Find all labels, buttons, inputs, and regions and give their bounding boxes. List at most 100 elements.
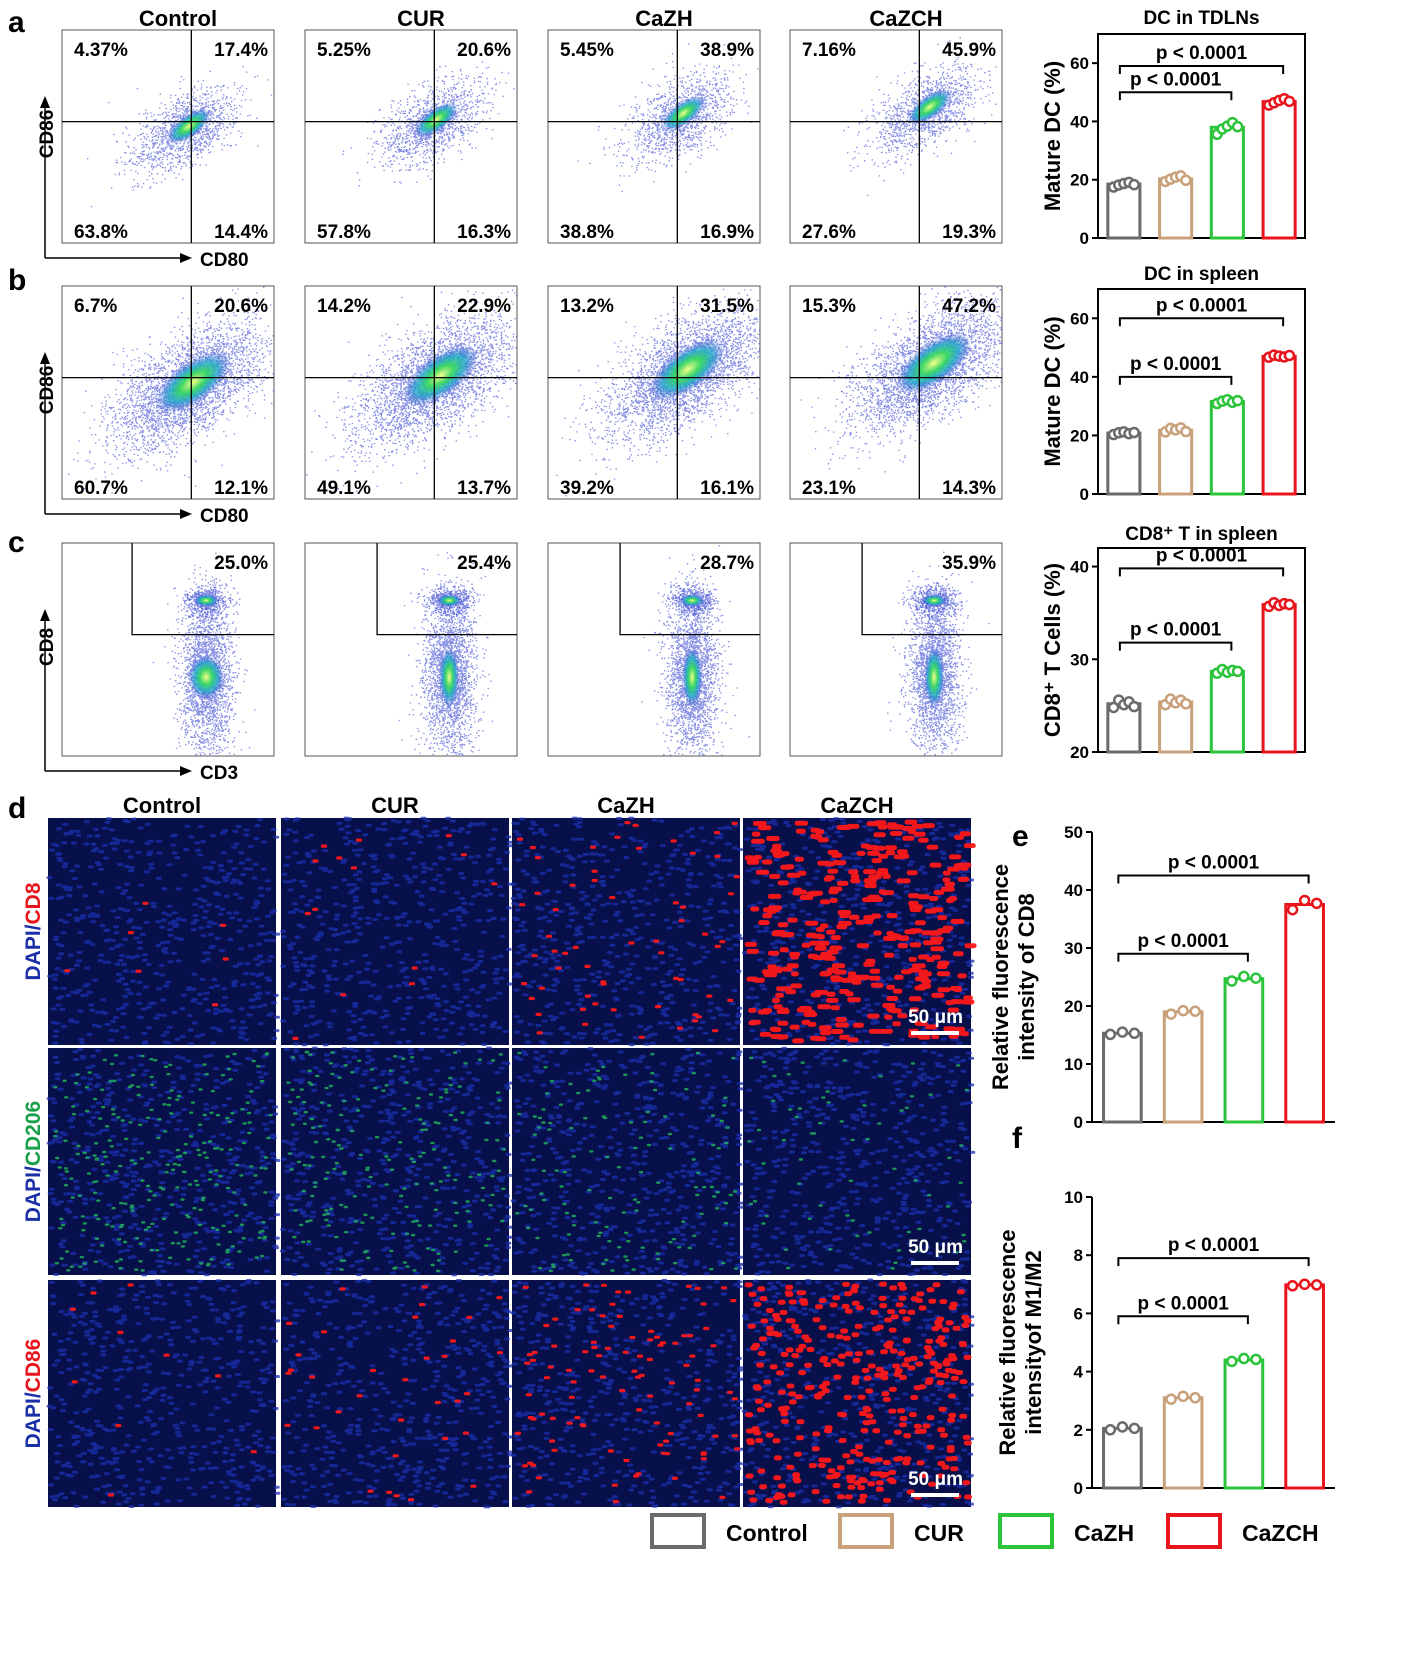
quadrant-upper-right: 20.6% xyxy=(457,40,511,61)
plot-frame xyxy=(789,285,1003,500)
stain-separator: / xyxy=(22,1392,45,1398)
significance-bracket xyxy=(1118,567,1285,577)
density-core-cd3 xyxy=(439,647,460,708)
quadrant-lower-right: 16.1% xyxy=(700,478,754,499)
bar-control xyxy=(1102,1426,1143,1490)
data-point xyxy=(1116,1026,1129,1038)
chart-title: CD8⁺ T in spleen xyxy=(1125,524,1278,545)
quadrant-upper-right: 45.9% xyxy=(942,40,996,61)
marker-signal xyxy=(516,821,741,1039)
chart-title: DC in TDLNs xyxy=(1143,8,1259,29)
dapi-nuclei xyxy=(510,1047,745,1276)
quadrant-lower-right: 12.1% xyxy=(214,478,268,499)
bar-cazh xyxy=(1209,399,1245,496)
p-value-label: p < 0.0001 xyxy=(1156,295,1248,316)
plot-frame xyxy=(547,29,761,244)
data-point xyxy=(1177,1390,1189,1403)
density-core-cd8 xyxy=(680,594,705,607)
flow-plot-b-cazch: 15.3% 47.2% 23.1% 14.3% xyxy=(789,285,1003,500)
bar-cazch xyxy=(1261,603,1297,754)
quadrant-upper-left: 5.25% xyxy=(317,40,371,61)
flow-plot-a-control: 4.37% 17.4% 63.8% 14.4% xyxy=(61,29,275,244)
data-point xyxy=(1310,897,1323,910)
data-point xyxy=(1128,178,1140,191)
density-core-cd3 xyxy=(188,655,225,700)
y-axis-title-line: Relative fluorescence xyxy=(995,1229,1020,1455)
flow-plot-c-cazch: 35.9% xyxy=(789,542,1003,757)
stain-separator: / xyxy=(22,924,45,930)
data-point xyxy=(1298,1278,1311,1291)
significance-bracket xyxy=(1118,375,1233,385)
quadrant-lower-left: 23.1% xyxy=(802,478,856,499)
quadrant-upper-right: 47.2% xyxy=(942,296,996,317)
marker-signal xyxy=(292,834,498,1040)
y-tick-label: 0 xyxy=(1080,485,1089,504)
data-point xyxy=(1180,174,1192,187)
scale-bar-label: 50 μm xyxy=(908,1237,963,1258)
density-core-cd3 xyxy=(682,647,703,708)
data-point xyxy=(1165,1008,1177,1020)
micro-image-cd86-cazch: 50 μm xyxy=(741,1278,975,1509)
data-point xyxy=(1128,1422,1141,1435)
flow-plot-a-cazh: 5.45% 38.9% 38.8% 16.9% xyxy=(547,29,761,244)
y-axis-arrowhead xyxy=(40,96,50,108)
y-tick-label: 30 xyxy=(1070,650,1089,669)
legend-swatch-cur xyxy=(838,1513,894,1549)
panel-letter-d: d xyxy=(8,792,26,825)
density-core xyxy=(650,338,726,400)
bar-chart-5: Relative fluorescenceintensityof M1/M2 0 2… xyxy=(995,1188,1335,1498)
y-axis-title-line: Relative fluorescence xyxy=(988,864,1013,1090)
x-axis-arrowhead xyxy=(180,253,192,263)
marker-signal xyxy=(747,1056,969,1270)
data-point xyxy=(1107,701,1120,714)
flow-plot-b-control: 6.7% 20.6% 60.7% 12.1% xyxy=(61,285,275,500)
flow-plot-a-cazch: 7.16% 45.9% 27.6% 19.3% xyxy=(789,29,1003,244)
significance-bracket xyxy=(1118,317,1285,327)
micro-image-cd8-control xyxy=(46,817,281,1046)
micro-image-cd206-cur xyxy=(279,1046,514,1277)
quadrant-lower-right: 14.3% xyxy=(942,478,996,499)
bar-cazh xyxy=(1223,977,1265,1124)
significance-bracket xyxy=(1118,641,1233,651)
p-value-label: p < 0.0001 xyxy=(1168,853,1260,874)
flow-plot-a-cur: 5.25% 20.6% 57.8% 16.3% xyxy=(304,29,518,244)
y-axis-arrowhead xyxy=(40,609,50,621)
bar-cazh xyxy=(1209,125,1245,240)
data-point xyxy=(1231,120,1244,133)
bar-chart-2: DC in spleen Mature DC (%) 0 20 40 60 p < 0.00… xyxy=(1040,264,1306,504)
data-point xyxy=(1250,972,1262,984)
marker-signal xyxy=(69,1283,257,1497)
p-value-label: p < 0.0001 xyxy=(1137,931,1229,952)
data-point xyxy=(1180,425,1192,438)
x-axis-arrowhead xyxy=(180,766,192,776)
density-core-cd3 xyxy=(924,647,945,708)
scale-bar-label: 50 μm xyxy=(908,1007,963,1028)
marker-signal xyxy=(284,1285,504,1502)
legend-label-cazch: CaZCH xyxy=(1242,1520,1319,1546)
y-tick-label: 40 xyxy=(1064,881,1083,900)
dapi-nuclei xyxy=(744,1046,976,1277)
micro-image-cd8-cazh xyxy=(510,816,744,1047)
micro-column-title-cazch: CaZCH xyxy=(820,793,893,818)
y-tick-label: 10 xyxy=(1064,1055,1083,1074)
stain-marker: CD206 xyxy=(22,1101,45,1166)
micro-row-cd8: DAPI/CD8 50 μm xyxy=(22,816,977,1047)
bar-cur xyxy=(1162,1396,1204,1490)
y-tick-label: 20 xyxy=(1064,997,1083,1016)
data-point xyxy=(1310,1279,1323,1291)
stain-marker: CD8 xyxy=(22,882,45,924)
density-core xyxy=(155,351,231,413)
quadrant-upper-left: 4.37% xyxy=(74,40,128,61)
y-tick-label: 2 xyxy=(1074,1421,1083,1440)
scale-bar-label: 50 μm xyxy=(908,1469,963,1490)
image-background xyxy=(512,818,740,1045)
data-point xyxy=(1226,975,1238,987)
dapi-nuclei xyxy=(510,816,744,1047)
y-tick-label: 20 xyxy=(1070,743,1089,762)
bar-cazch xyxy=(1261,354,1297,496)
data-point xyxy=(1283,349,1296,362)
cd8-gate xyxy=(376,543,517,636)
data-point xyxy=(1128,700,1140,713)
micro-row-cd86: DAPI/CD86 50 μm xyxy=(22,1278,975,1509)
